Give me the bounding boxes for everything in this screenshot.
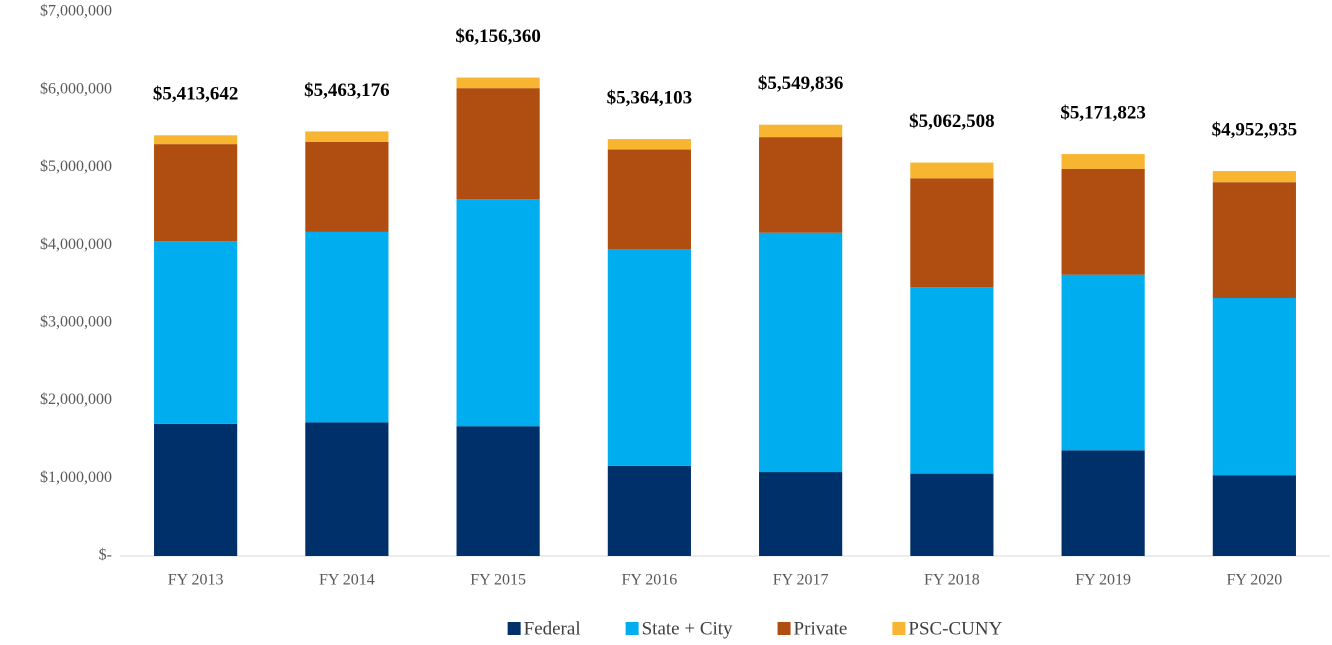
- bar-segment: [305, 141, 389, 232]
- total-label: $5,413,642: [153, 84, 239, 105]
- bar-segment: [910, 178, 994, 288]
- bar-segment: [154, 135, 238, 145]
- bar-segment: [910, 287, 994, 474]
- x-tick-label: FY 2019: [1075, 572, 1131, 589]
- legend-label: Private: [794, 618, 848, 639]
- y-tick-label: $2,000,000: [40, 391, 112, 408]
- legend-swatch: [892, 622, 906, 635]
- y-tick-label: $-: [99, 547, 112, 564]
- x-tick-label: FY 2013: [168, 572, 224, 589]
- bar-segment: [1061, 154, 1145, 169]
- legend-label: Federal: [524, 618, 581, 639]
- bar-segment: [1212, 297, 1296, 476]
- x-tick-label: FY 2014: [319, 572, 375, 589]
- bar-segment: [305, 231, 389, 423]
- bar-segment: [456, 199, 540, 427]
- legend-swatch: [507, 622, 521, 635]
- bar-segment: [305, 131, 389, 142]
- x-tick-label: FY 2017: [773, 572, 829, 589]
- bar-segment: [759, 137, 843, 233]
- bar-segment: [456, 77, 540, 89]
- bar-segment: [1212, 171, 1296, 183]
- y-tick-label: $5,000,000: [40, 158, 112, 175]
- bar-segment: [1212, 475, 1296, 556]
- x-tick-label: FY 2015: [470, 572, 526, 589]
- bar-segment: [305, 422, 389, 556]
- y-tick-label: $6,000,000: [40, 80, 112, 97]
- y-tick-label: $1,000,000: [40, 469, 112, 486]
- x-tick-label: FY 2020: [1226, 572, 1282, 589]
- total-label: $6,156,360: [455, 26, 541, 47]
- total-label: $5,171,823: [1060, 102, 1146, 123]
- bar-segment: [759, 124, 843, 138]
- bar-segment: [1212, 182, 1296, 298]
- y-tick-label: $3,000,000: [40, 314, 112, 331]
- bar-segment: [1061, 168, 1145, 275]
- bar-segment: [154, 241, 238, 424]
- legend-label: State + City: [642, 618, 733, 639]
- bar-segment: [759, 232, 843, 473]
- bar-segment: [456, 88, 540, 200]
- bar-segment: [607, 249, 691, 466]
- total-label: $5,364,103: [607, 87, 693, 108]
- bar-segment: [910, 473, 994, 556]
- total-label: $5,463,176: [304, 80, 390, 101]
- x-tick-label: FY 2016: [621, 572, 677, 589]
- legend-swatch: [625, 622, 639, 635]
- bar-segment: [1061, 274, 1145, 451]
- legend-swatch: [777, 622, 791, 635]
- bar-segment: [154, 423, 238, 556]
- bar-segment: [607, 149, 691, 250]
- total-label: $4,952,935: [1212, 119, 1298, 140]
- y-tick-label: $4,000,000: [40, 236, 112, 253]
- total-label: $5,549,836: [758, 73, 844, 94]
- bar-segment: [154, 144, 238, 242]
- bar-segment: [910, 162, 994, 179]
- bar-segment: [1061, 450, 1145, 556]
- legend-label: PSC-CUNY: [908, 618, 1002, 639]
- y-tick-label: $7,000,000: [40, 3, 112, 20]
- x-tick-label: FY 2018: [924, 572, 980, 589]
- bar-segment: [456, 426, 540, 556]
- bar-segment: [607, 139, 691, 150]
- bar-segment: [607, 465, 691, 556]
- total-label: $5,062,508: [909, 111, 995, 132]
- bar-segment: [759, 472, 843, 556]
